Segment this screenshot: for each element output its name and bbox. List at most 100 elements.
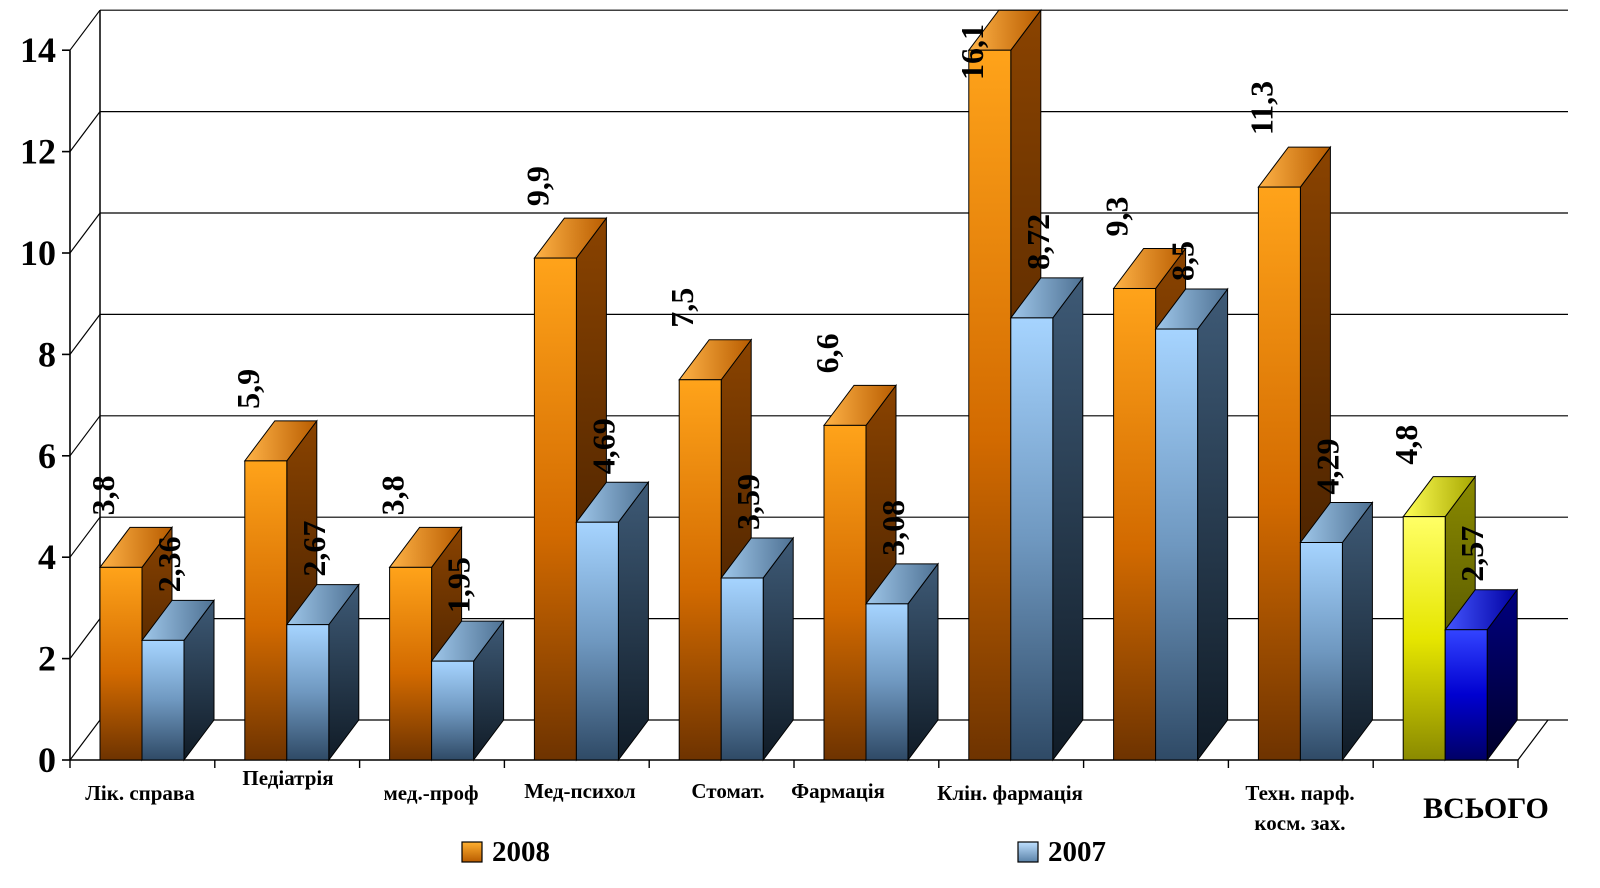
- bar-2007-4-front: [720, 577, 764, 761]
- side-wall-gridline: [69, 415, 101, 457]
- y-tick-label: 14: [20, 30, 56, 70]
- side-wall-gridline: [69, 9, 101, 51]
- data-label-2007-2: 1,95: [441, 557, 477, 613]
- legend-swatch-2007: [1017, 841, 1039, 863]
- data-label-2007-4: 3,59: [730, 474, 766, 530]
- side-wall-gridline: [69, 212, 101, 254]
- x-category-label: ВСЬОГО: [1423, 792, 1549, 825]
- bar-2007-0-front: [141, 639, 185, 761]
- x-category-label: Мед-психол: [524, 779, 636, 803]
- x-category-label-line: Клін. фармація: [937, 781, 1083, 805]
- x-category-label-line: мед.-проф: [383, 781, 478, 805]
- data-label-2008-2: 3,8: [375, 475, 411, 515]
- bar-2007-5-front: [865, 603, 909, 761]
- data-label-2008-7: 9,3: [1099, 196, 1135, 236]
- y-tick-label: 4: [38, 537, 56, 577]
- x-category-label-line: ВСЬОГО: [1423, 792, 1549, 825]
- side-wall-gridline: [69, 314, 101, 355]
- data-label-2008-6: 16,1: [954, 24, 990, 80]
- x-category-label: Техн. парф. косм. зах.: [1245, 781, 1354, 835]
- legend-swatch-2008: [461, 841, 483, 863]
- bar-2008-5-front: [823, 424, 867, 761]
- data-label-2007-9: 2,57: [1454, 526, 1490, 582]
- data-label-2007-5: 3,08: [875, 500, 911, 556]
- bar-2007-6: [1009, 276, 1084, 762]
- bar-2007-2: [430, 619, 505, 762]
- data-label-2008-5: 6,6: [809, 333, 845, 373]
- bar-2008-6-front: [968, 49, 1012, 761]
- x-category-label-line: Фармація: [791, 779, 885, 803]
- bar-2007-6-side: [1052, 276, 1084, 762]
- y-tick-label: 6: [38, 436, 56, 476]
- side-wall-gridline: [69, 516, 101, 558]
- bar-2007-0: [141, 598, 215, 762]
- x-category-label: мед.-проф: [383, 781, 478, 805]
- bar-2008-3-front: [533, 257, 577, 761]
- x-category-label-line: косм. зах.: [1254, 811, 1345, 835]
- data-label-2008-1: 5,9: [230, 369, 266, 409]
- x-category-label: Фармація: [791, 779, 885, 803]
- x-category-label: Клін. фармація: [937, 781, 1083, 805]
- y-tick-label: 10: [20, 233, 56, 273]
- data-label-2007-3: 4,69: [585, 418, 621, 474]
- y-tick-label: 12: [20, 132, 56, 172]
- data-label-2007-0: 2,36: [151, 536, 187, 592]
- x-category-label: Лік. справа: [85, 781, 195, 805]
- side-wall-gridline: [69, 618, 101, 659]
- bar-2007-7: [1154, 287, 1229, 762]
- data-label-2008-8: 11,3: [1243, 81, 1279, 135]
- y-tick-label: 0: [38, 740, 56, 780]
- labels-layer: 3,8 2,36 5,9 2,67 3,8 1,95 9,9 4,69 7,5 3,59 6,6 3,…: [85, 24, 1549, 835]
- bar-2007-5: [865, 562, 939, 762]
- data-label-2008-3: 9,9: [519, 166, 555, 206]
- data-label-2008-9: 4,8: [1388, 425, 1424, 465]
- bar-2007-9-front: [1444, 629, 1488, 761]
- bar-2007-7-side: [1197, 287, 1229, 762]
- bar-2008-0-front: [99, 566, 143, 761]
- bar-2008-1: [243, 419, 318, 762]
- bar-2008-1-front: [244, 460, 288, 761]
- bar-2007-9: [1444, 588, 1519, 762]
- bar-2007-1-front: [286, 624, 330, 761]
- bar-2007-8: [1299, 500, 1374, 762]
- bar-2007-3: [575, 480, 650, 762]
- bar-2008-8-front: [1257, 186, 1301, 761]
- bar-2007-4: [720, 536, 795, 762]
- side-wall-gridline: [69, 111, 101, 152]
- bar-2007-8-side: [1341, 500, 1373, 762]
- bar-2007-8-front: [1299, 541, 1343, 761]
- y-tick-label: 8: [38, 334, 56, 374]
- bar-2008-2-front: [389, 566, 433, 761]
- x-category-label-line: Мед-психол: [524, 779, 636, 803]
- bar-2007-2-front: [431, 660, 475, 761]
- legend-label-2007: 2007: [1048, 836, 1106, 868]
- legend-layer: 2008 2007: [461, 836, 1106, 868]
- x-category-label-line: Лік. справа: [85, 781, 195, 805]
- data-label-2007-8: 4,29: [1309, 438, 1345, 494]
- bar-2007-3-side: [617, 480, 649, 762]
- floor-right-edge: [1517, 719, 1549, 761]
- x-category-label-line: Педіатрія: [242, 766, 333, 790]
- bar-2008-9-front: [1402, 516, 1446, 761]
- data-label-2008-0: 3,8: [85, 475, 121, 515]
- x-category-label: Стомат.: [691, 779, 764, 803]
- data-label-2008-4: 7,5: [664, 288, 700, 328]
- y-tick-label: 2: [38, 639, 56, 679]
- bar-2008-4-front: [678, 379, 722, 761]
- x-category-label-line: Стомат.: [691, 779, 764, 803]
- data-label-2007-7: 8,5: [1165, 241, 1201, 281]
- data-label-2007-6: 8,72: [1020, 214, 1056, 270]
- bar-2007-3-front: [575, 521, 619, 761]
- bar-2007-1: [285, 583, 360, 762]
- x-category-label: Педіатрія: [242, 766, 333, 790]
- bar-2008-7-front: [1113, 287, 1157, 761]
- legend-label-2008: 2008: [492, 836, 550, 868]
- x-category-label-line: Техн. парф.: [1245, 781, 1354, 805]
- data-label-2007-1: 2,67: [296, 521, 332, 577]
- bar-2007-7-front: [1155, 328, 1199, 761]
- bars-layer: [99, 8, 1519, 762]
- bar-2007-6-front: [1010, 317, 1054, 761]
- side-wall-gridline: [69, 719, 101, 761]
